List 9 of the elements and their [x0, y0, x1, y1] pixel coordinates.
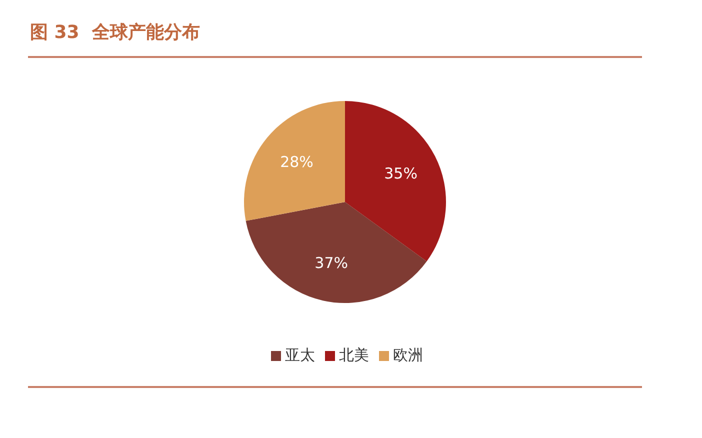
legend-label: 北美	[339, 346, 369, 364]
pie-slice	[244, 101, 345, 221]
pie-slice	[246, 202, 427, 303]
data-label: 37%	[314, 254, 348, 272]
legend-label: 亚太	[285, 346, 315, 364]
legend-label: 欧洲	[393, 346, 423, 364]
data-label: 28%	[280, 153, 314, 172]
chart-title: 图 33 全球产能分布	[30, 21, 200, 44]
data-label: 35%	[384, 164, 418, 183]
